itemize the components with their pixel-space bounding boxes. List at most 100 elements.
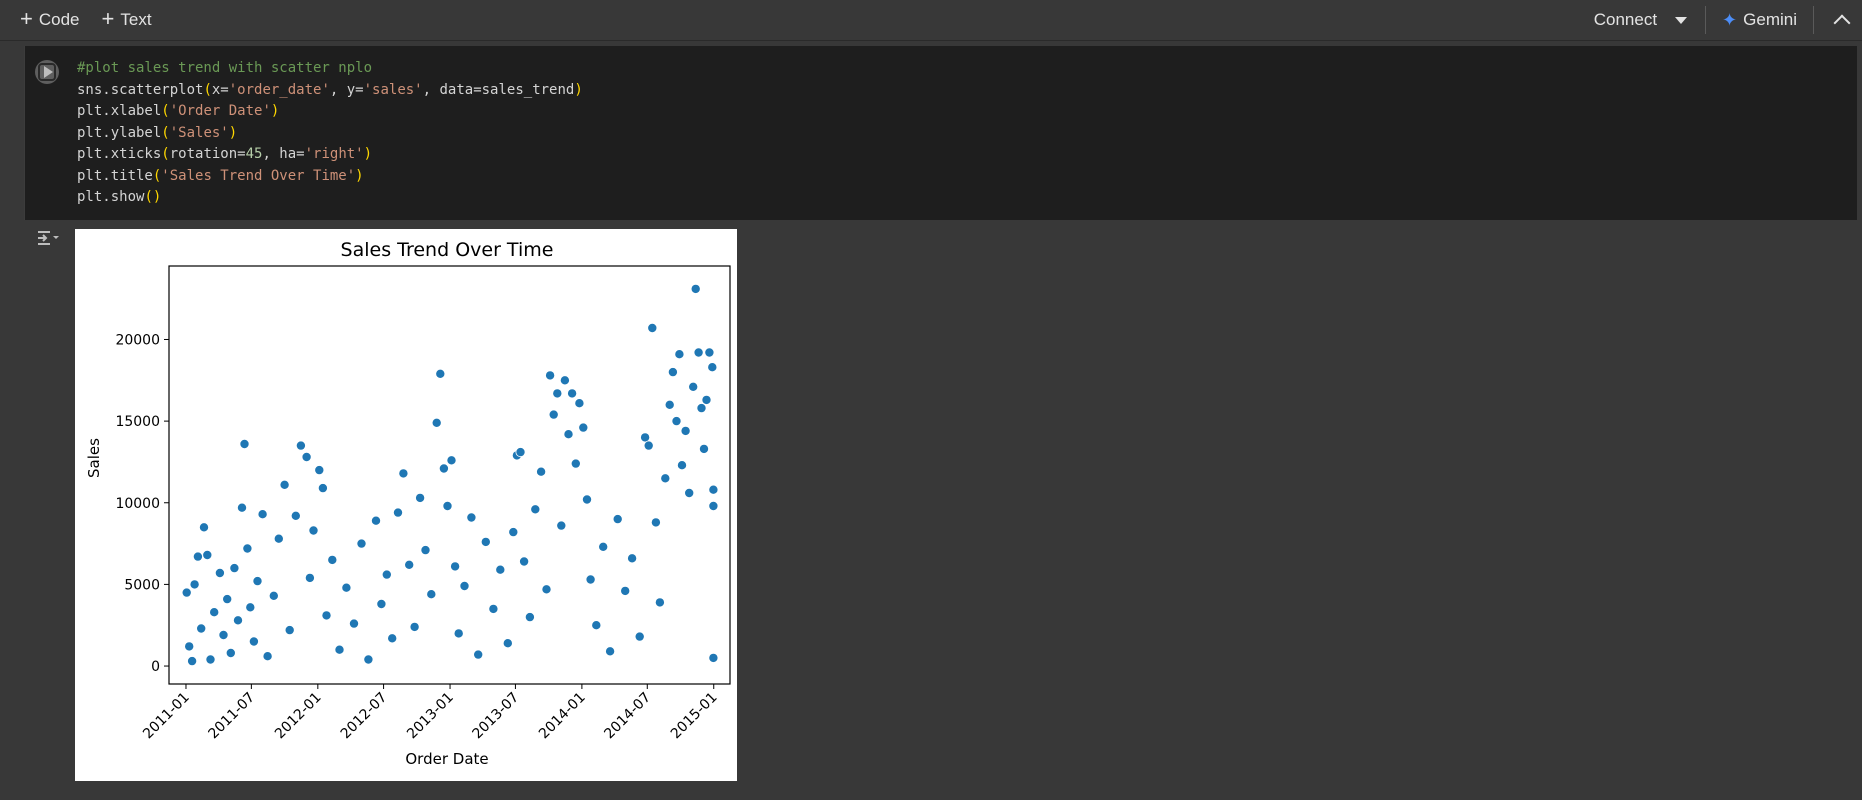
scatter-point [290,510,301,521]
scatter-point [585,574,596,585]
scatter-point [252,576,263,587]
scatter-point [480,536,491,547]
scatter-point [308,525,319,536]
scatter-point [502,638,513,649]
scatter-point [334,644,345,655]
connect-dropdown-button[interactable] [1665,6,1697,34]
x-tick-label: 2014-01 [536,690,589,743]
chevron-up-icon [1833,14,1851,32]
add-text-label: Text [120,10,152,29]
y-tick-label: 5000 [124,577,160,593]
scatter-point [225,647,236,658]
scatter-point [426,589,437,600]
output-toggle-button[interactable] [34,226,62,250]
scatter-point [473,649,484,660]
scatter-point [442,500,453,511]
scatter-point [495,564,506,575]
scatter-point [640,432,651,443]
notebook-toolbar: + Code + Text Connect ✦ Gemini [0,0,1862,41]
scatter-point [257,509,268,520]
scatter-point [643,440,654,451]
scatter-point [363,654,374,665]
scatter-point [205,654,216,665]
code-line-show: plt.show() [77,189,162,205]
scatter-point [420,545,431,556]
scatter-point [245,602,256,613]
scatter-point [574,398,585,409]
toolbar-divider [1705,6,1707,34]
scatter-point [236,502,247,513]
y-axis-label: Sales [85,438,103,478]
scatter-point [202,549,213,560]
scatter-point [279,479,290,490]
add-text-button[interactable]: + Text [94,6,160,34]
x-tick-label: 2014-07 [601,690,654,743]
scatter-point [684,487,695,498]
scatter-point [189,579,200,590]
connect-label: Connect [1593,10,1658,29]
scatter-point [181,587,192,598]
x-tick-label: 2013-01 [404,690,457,743]
scatter-point [696,403,707,414]
scatter-point [199,522,210,533]
y-tick-label: 20000 [115,332,160,348]
scatter-point [453,628,464,639]
scatter-point [341,582,352,593]
scatter-point [559,375,570,386]
code-editor[interactable]: #plot sales trend with scatter nplo sns.s… [77,58,583,209]
scatter-point [647,323,658,334]
scatter-point [541,584,552,595]
scatter-point [370,515,381,526]
x-tick-label: 2013-07 [470,690,523,743]
scatter-point [431,417,442,428]
scatter-point [634,631,645,642]
sparkle-icon: ✦ [1722,9,1738,30]
scatter-point [295,440,306,451]
scatter-point [701,394,712,405]
scatter-point [581,494,592,505]
scatter-point [392,507,403,518]
scatter-point [317,483,328,494]
collapse-toolbar-button[interactable] [1822,6,1862,34]
toolbar-right-group: Connect ✦ Gemini [1586,6,1862,34]
scatter-point [674,349,685,360]
plus-icon: + [101,6,115,31]
scatter-point [654,597,665,608]
code-line-scatterplot: sns.scatterplot(x='order_date', y='sales… [77,81,583,98]
scatter-point [356,538,367,549]
toolbar-divider [1813,6,1814,34]
scatter-point [398,468,409,479]
scatter-point [209,607,220,618]
x-tick-label: 2012-01 [272,690,325,743]
connect-button[interactable]: Connect [1586,6,1665,34]
code-line-title: plt.title('Sales Trend Over Time') [77,167,364,184]
scatter-point [598,541,609,552]
scatter-point [660,473,671,484]
scatter-point [708,652,719,663]
scatter-point [693,347,704,358]
code-cell[interactable]: #plot sales trend with scatter nplo sns.s… [24,46,1857,220]
scatter-point [620,585,631,596]
toolbar-left-group: + Code + Text [12,6,160,34]
caret-down-icon [1675,16,1688,24]
scatter-point [688,381,699,392]
run-cell-button[interactable] [35,60,59,84]
scatter-point [545,370,556,381]
scatter-point [524,612,535,623]
scatter-point [218,629,229,640]
scatter-point [519,556,530,567]
chart-title: Sales Trend Over Time [341,239,554,261]
scatter-point [268,590,279,601]
scatter-point [196,623,207,634]
x-tick-label: 2012-07 [338,690,391,743]
scatter-point [708,500,719,511]
add-code-button[interactable]: + Code [12,6,88,34]
gemini-button[interactable]: ✦ Gemini [1714,6,1805,34]
scatter-point [548,409,559,420]
scatter-point [650,517,661,528]
scatter-point [563,429,574,440]
scatter-point [567,388,578,399]
scatter-point [415,492,426,503]
scatter-point [488,603,499,614]
